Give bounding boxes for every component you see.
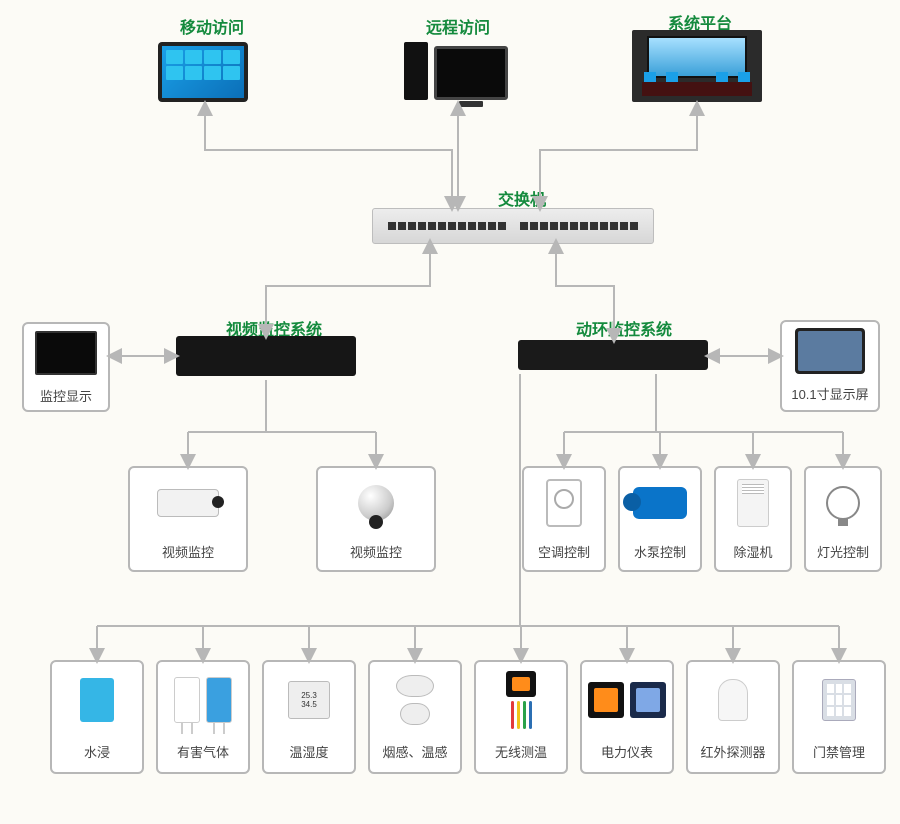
node-access: 门禁管理 xyxy=(792,660,886,774)
node-10inch: 10.1寸显示屏 xyxy=(780,320,880,412)
device-tablet xyxy=(158,42,248,102)
label-10inch: 10.1寸显示屏 xyxy=(782,380,878,409)
node-cam-bullet: 视频监控 xyxy=(128,466,248,572)
node-gas: 有害气体 xyxy=(156,660,250,774)
title-remote: 远程访问 xyxy=(426,14,490,38)
node-ac: 空调控制 xyxy=(522,466,606,572)
node-dehum: 除湿机 xyxy=(714,466,792,572)
title-mobile: 移动访问 xyxy=(180,14,244,38)
device-desktop xyxy=(404,42,508,100)
node-wtemp: 无线测温 xyxy=(474,660,568,774)
label-cam-dome: 视频监控 xyxy=(318,538,434,567)
node-light: 灯光控制 xyxy=(804,466,882,572)
node-pump: 水泵控制 xyxy=(618,466,702,572)
device-switch xyxy=(372,208,654,244)
label-th: 温湿度 xyxy=(264,738,354,767)
label-light: 灯光控制 xyxy=(806,538,880,567)
label-leak: 水浸 xyxy=(52,738,142,767)
label-wtemp: 无线测温 xyxy=(476,738,566,767)
device-env-rack xyxy=(518,340,708,370)
label-pir: 红外探测器 xyxy=(688,738,778,767)
label-smoke: 烟感、温感 xyxy=(370,738,460,767)
node-pir: 红外探测器 xyxy=(686,660,780,774)
label-gas: 有害气体 xyxy=(158,738,248,767)
label-dehum: 除湿机 xyxy=(716,538,790,567)
node-power: 电力仪表 xyxy=(580,660,674,774)
device-nvr xyxy=(176,336,356,376)
diagram-canvas: 移动访问 远程访问 系统平台 交换机 视频监控系统 动环监控系统 xyxy=(0,0,900,824)
node-leak: 水浸 xyxy=(50,660,144,774)
label-monitor-display: 监控显示 xyxy=(24,382,108,411)
node-smoke: 烟感、温感 xyxy=(368,660,462,774)
node-th: 25.334.5 温湿度 xyxy=(262,660,356,774)
label-cam-bullet: 视频监控 xyxy=(130,538,246,567)
title-switch: 交换机 xyxy=(498,186,546,210)
node-monitor-display: 监控显示 xyxy=(22,322,110,412)
label-power: 电力仪表 xyxy=(582,738,672,767)
title-env-sys: 动环监控系统 xyxy=(576,316,672,340)
label-access: 门禁管理 xyxy=(794,738,884,767)
device-platform-room xyxy=(632,30,762,102)
label-pump: 水泵控制 xyxy=(620,538,700,567)
node-cam-dome: 视频监控 xyxy=(316,466,436,572)
label-ac: 空调控制 xyxy=(524,538,604,567)
